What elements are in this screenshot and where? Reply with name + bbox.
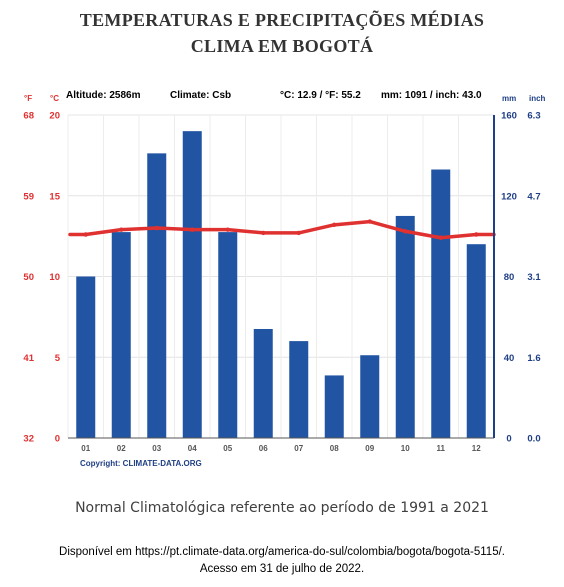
month-tick-label: 05 xyxy=(223,444,232,453)
altitude-label: Altitude: 2586m xyxy=(66,90,141,101)
temperature-point-06 xyxy=(261,230,266,236)
celsius-tick-label: 5 xyxy=(55,353,61,364)
month-tick-label: 03 xyxy=(152,444,161,453)
temperature-point-03 xyxy=(154,225,159,231)
month-tick-label: 02 xyxy=(117,444,126,453)
mm-tick-label: 120 xyxy=(501,191,517,202)
month-tick-label: 11 xyxy=(437,444,446,453)
temperature-point-01 xyxy=(83,232,88,237)
precipitation-bar-04 xyxy=(182,131,202,438)
source-line-2: Acesso em 31 de julho de 2022. xyxy=(199,563,365,575)
month-tick-label: 04 xyxy=(188,444,197,453)
precipitation-bar-03 xyxy=(147,153,167,438)
precipitation-bar-06 xyxy=(253,328,273,438)
temperature-point-10 xyxy=(403,229,408,234)
precipitation-bar-11 xyxy=(431,169,451,438)
precipitation-bar-01 xyxy=(76,276,96,438)
fahrenheit-tick-label: 68 xyxy=(23,111,34,122)
caption-normal-period: Normal Climatológica referente ao períod… xyxy=(75,500,489,516)
chart-title-line-1: TEMPERATURAS E PRECIPITAÇÕES MÉDIAS xyxy=(79,10,485,30)
precipitation-bar-07 xyxy=(289,341,309,438)
temperature-point-11 xyxy=(438,235,443,240)
fahrenheit-tick-label: 41 xyxy=(23,353,34,364)
mm-tick-label: 40 xyxy=(504,353,515,364)
inch-unit-label: inch xyxy=(529,94,546,103)
copyright-label: Copyright: CLIMATE-DATA.ORG xyxy=(80,459,202,468)
temperature-point-02 xyxy=(119,227,124,232)
inch-tick-label: 3.1 xyxy=(527,272,541,283)
precipitation-bar-10 xyxy=(395,215,415,438)
temperature-line xyxy=(68,219,496,240)
month-tick-label: 07 xyxy=(294,444,303,453)
celsius-tick-label: 20 xyxy=(49,111,60,122)
month-tick-label: 06 xyxy=(259,444,268,453)
source-line-1: Disponível em https://pt.climate-data.or… xyxy=(59,546,505,558)
precipitation-bar-08 xyxy=(324,375,344,438)
month-tick-label: 12 xyxy=(472,444,481,453)
temperature-point-08 xyxy=(332,222,337,228)
month-tick-label: 09 xyxy=(365,444,374,453)
temperature-point-09 xyxy=(367,219,372,224)
precipitation-bar-12 xyxy=(466,244,486,438)
climate-chart: 68 20 160 6.359 15 120 4.750 10 80 3.141 5 40 1.632 0… xyxy=(23,90,546,468)
precipitation-total-label: mm: 1091 / inch: 43.0 xyxy=(381,90,482,101)
temperature-point-07 xyxy=(296,230,301,236)
chart-title-line-2: CLIMA EM BOGOTÁ xyxy=(190,36,374,56)
month-tick-label: 10 xyxy=(401,444,410,453)
temperature-point-12 xyxy=(474,232,479,237)
month-tick-label: 08 xyxy=(330,444,339,453)
mm-tick-label: 80 xyxy=(504,272,515,283)
temperature-average-label: °C: 12.9 / °F: 55.2 xyxy=(280,90,361,101)
precipitation-bar-02 xyxy=(111,232,131,438)
fahrenheit-unit-label: °F xyxy=(24,94,32,103)
celsius-tick-label: 10 xyxy=(49,272,60,283)
inch-tick-label: 4.7 xyxy=(527,191,540,202)
celsius-unit-label: °C xyxy=(50,94,59,103)
mm-tick-label: 160 xyxy=(501,111,517,122)
mm-tick-label: 0 xyxy=(506,434,511,445)
celsius-tick-label: 0 xyxy=(55,434,60,445)
inch-tick-label: 1.6 xyxy=(527,353,540,364)
celsius-tick-label: 15 xyxy=(49,191,60,202)
fahrenheit-tick-label: 59 xyxy=(23,191,34,202)
precipitation-bar-05 xyxy=(218,232,238,438)
precipitation-bar-09 xyxy=(360,355,380,438)
fahrenheit-tick-label: 32 xyxy=(23,434,34,445)
inch-tick-label: 6.3 xyxy=(527,111,540,122)
temperature-point-04 xyxy=(190,227,195,232)
month-tick-label: 01 xyxy=(81,444,90,453)
climate-label: Climate: Csb xyxy=(170,90,231,101)
temperature-point-05 xyxy=(225,227,230,232)
mm-unit-label: mm xyxy=(502,94,516,103)
fahrenheit-tick-label: 50 xyxy=(23,272,34,283)
inch-tick-label: 0.0 xyxy=(527,434,540,445)
